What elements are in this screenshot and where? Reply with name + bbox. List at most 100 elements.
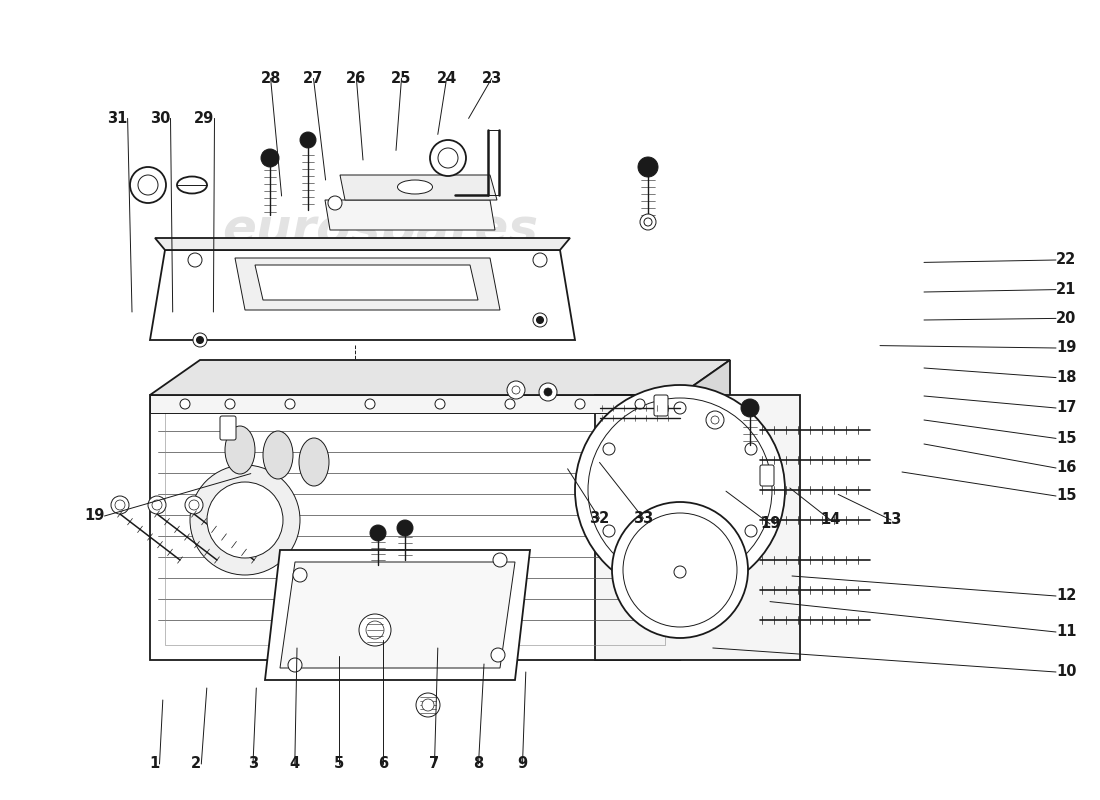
Circle shape [116, 500, 125, 510]
Text: 32: 32 [590, 511, 609, 526]
Polygon shape [255, 265, 478, 300]
Polygon shape [150, 250, 575, 340]
Text: 9: 9 [517, 757, 528, 771]
Circle shape [188, 253, 202, 267]
Text: 19: 19 [1056, 341, 1077, 355]
Circle shape [185, 496, 204, 514]
Circle shape [493, 553, 507, 567]
Text: 19: 19 [760, 517, 780, 531]
Ellipse shape [263, 431, 293, 479]
Ellipse shape [226, 426, 255, 474]
Text: 25: 25 [392, 71, 411, 86]
Polygon shape [280, 562, 515, 668]
Polygon shape [155, 238, 570, 250]
Polygon shape [680, 360, 730, 660]
Text: 20: 20 [1056, 311, 1077, 326]
Text: 1: 1 [150, 757, 160, 771]
Ellipse shape [397, 180, 432, 194]
Circle shape [422, 699, 435, 711]
Polygon shape [150, 395, 680, 660]
Text: 31: 31 [107, 111, 128, 126]
Circle shape [575, 399, 585, 409]
Text: 8: 8 [473, 757, 484, 771]
Circle shape [293, 568, 307, 582]
Circle shape [537, 317, 543, 323]
Circle shape [189, 500, 199, 510]
Circle shape [148, 496, 166, 514]
Text: 23: 23 [482, 71, 502, 86]
Circle shape [640, 214, 656, 230]
Circle shape [534, 253, 547, 267]
Text: 21: 21 [1056, 282, 1077, 297]
Circle shape [226, 399, 235, 409]
Text: 19: 19 [84, 509, 104, 523]
Circle shape [638, 157, 658, 177]
Circle shape [623, 513, 737, 627]
Circle shape [575, 385, 785, 595]
Circle shape [644, 218, 652, 226]
Circle shape [190, 465, 300, 575]
Circle shape [434, 399, 446, 409]
Circle shape [674, 566, 686, 578]
FancyBboxPatch shape [220, 416, 236, 440]
Circle shape [261, 149, 279, 167]
Text: 13: 13 [881, 513, 901, 527]
Circle shape [491, 648, 505, 662]
Circle shape [197, 337, 204, 343]
Polygon shape [235, 258, 500, 310]
Circle shape [152, 500, 162, 510]
Text: 3: 3 [248, 757, 258, 771]
Circle shape [397, 520, 412, 536]
Polygon shape [150, 360, 730, 395]
Circle shape [370, 525, 386, 541]
Circle shape [285, 399, 295, 409]
Text: 7: 7 [429, 757, 440, 771]
Circle shape [507, 381, 525, 399]
Text: 22: 22 [1056, 253, 1076, 267]
Polygon shape [150, 395, 680, 413]
Circle shape [130, 167, 166, 203]
Circle shape [328, 196, 342, 210]
Circle shape [366, 621, 384, 639]
Polygon shape [595, 395, 800, 660]
Circle shape [192, 333, 207, 347]
Polygon shape [324, 200, 495, 230]
Circle shape [544, 388, 552, 396]
Circle shape [745, 443, 757, 455]
Circle shape [505, 399, 515, 409]
Text: 24: 24 [437, 71, 456, 86]
Circle shape [539, 383, 557, 401]
Circle shape [288, 658, 302, 672]
Text: 12: 12 [1056, 589, 1077, 603]
Circle shape [706, 411, 724, 429]
Text: 17: 17 [1056, 401, 1077, 415]
Circle shape [359, 614, 390, 646]
Text: 33: 33 [634, 511, 653, 526]
Circle shape [741, 399, 759, 417]
Circle shape [512, 386, 520, 394]
Polygon shape [265, 550, 530, 680]
Text: eurospares: eurospares [222, 206, 538, 254]
Circle shape [711, 416, 719, 424]
Polygon shape [340, 175, 497, 200]
Text: 18: 18 [1056, 370, 1077, 385]
FancyBboxPatch shape [654, 395, 668, 416]
Circle shape [430, 140, 466, 176]
Text: 4: 4 [289, 757, 300, 771]
Circle shape [603, 525, 615, 537]
Text: 6: 6 [377, 757, 388, 771]
Text: 5: 5 [333, 757, 344, 771]
Text: 29: 29 [195, 111, 214, 126]
Circle shape [612, 502, 748, 638]
Text: 11: 11 [1056, 625, 1077, 639]
Circle shape [438, 148, 458, 168]
Circle shape [300, 132, 316, 148]
FancyBboxPatch shape [760, 465, 774, 486]
Circle shape [588, 398, 772, 582]
Text: 15: 15 [1056, 431, 1077, 446]
Text: eurospares: eurospares [442, 496, 758, 544]
Circle shape [138, 175, 158, 195]
Ellipse shape [299, 438, 329, 486]
Text: 16: 16 [1056, 461, 1077, 475]
Text: 27: 27 [304, 71, 323, 86]
